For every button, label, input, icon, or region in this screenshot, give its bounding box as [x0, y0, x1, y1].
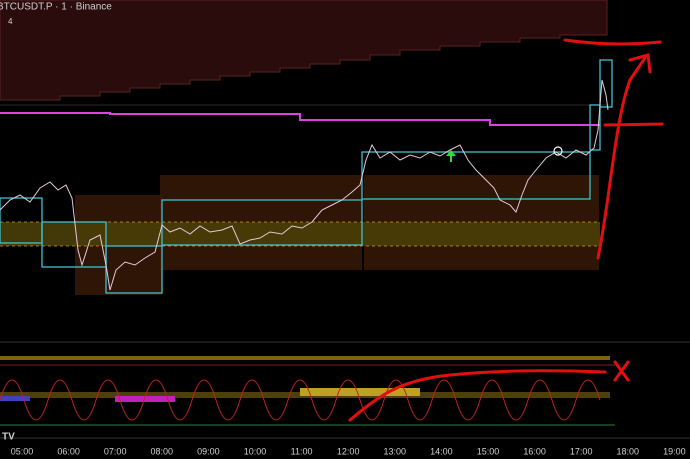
buy-arrow [446, 150, 456, 162]
vwap-line [0, 112, 600, 126]
marker [553, 146, 563, 156]
annotation-drawing [348, 360, 630, 422]
time-label: 12:00 [337, 446, 360, 456]
time-axis: 05:00 06:00 07:00 08:00 09:00 10:00 11:00 12:00… [11, 446, 686, 456]
time-label: 07:00 [104, 446, 127, 456]
time-label: 19:00 [663, 446, 686, 456]
oscillator [0, 379, 601, 421]
price-line [0, 79, 609, 291]
time-label: 13:00 [384, 446, 407, 456]
time-label: 06:00 [57, 446, 80, 456]
badge: 4 [8, 17, 13, 26]
time-label: 18:00 [617, 446, 640, 456]
symbol-title: BTCUSDT.P · 1 · Binance [0, 2, 112, 13]
heat-strip [0, 356, 610, 402]
time-label: 14:00 [430, 446, 453, 456]
time-label: 05:00 [11, 446, 34, 456]
time-label: 10:00 [244, 446, 267, 456]
value-band [0, 222, 600, 246]
time-label: 09:00 [197, 446, 220, 456]
resistance-zone [0, 0, 608, 101]
time-label: 15:00 [477, 446, 500, 456]
time-label: 17:00 [570, 446, 593, 456]
annotation-drawing [563, 38, 664, 260]
logo: TV [2, 432, 15, 443]
time-label: 11:00 [291, 446, 313, 456]
time-label: 08:00 [151, 446, 174, 456]
time-label: 16:00 [523, 446, 546, 456]
